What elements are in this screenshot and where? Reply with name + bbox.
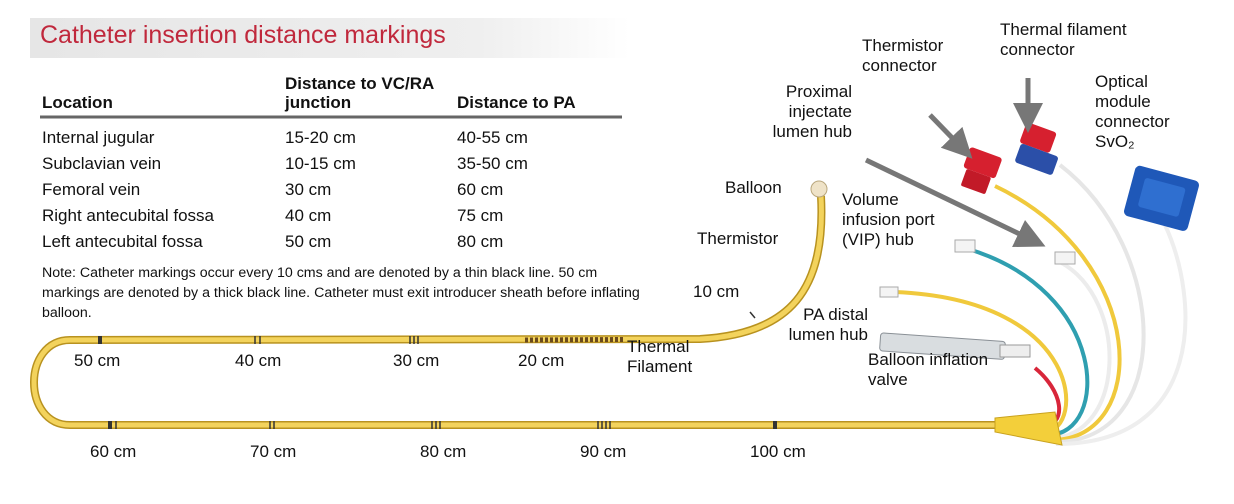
hub	[994, 411, 1063, 446]
cell: 30 cm	[285, 180, 332, 199]
marking-label: 70 cm	[250, 442, 297, 461]
valve	[999, 344, 1031, 358]
part-label: Thermal Filament	[627, 337, 693, 376]
cell: Left antecubital fossa	[42, 232, 203, 251]
part-label: Balloon inflation valve	[868, 350, 989, 389]
arrows	[864, 78, 1046, 248]
column-header: Distance to VC/RA junction	[285, 74, 434, 112]
catheter	[31, 195, 1010, 428]
cell: 80 cm	[457, 232, 504, 251]
part-label: Balloon	[725, 178, 782, 197]
cell: 60 cm	[457, 180, 504, 199]
marking-label: 60 cm	[90, 442, 137, 461]
cell: 35-50 cm	[457, 154, 528, 173]
part-label: PA distal lumen hub	[788, 305, 868, 344]
cell: 15-20 cm	[285, 128, 356, 147]
column-header: Distance to PA	[457, 93, 576, 112]
proximal-hub	[1054, 251, 1076, 265]
marking-label: 80 cm	[420, 442, 467, 461]
note: Note: Catheter markings occur every 10 c…	[42, 265, 640, 321]
column-header: Location	[42, 93, 113, 112]
balloon	[810, 180, 828, 198]
thermistor-connector	[961, 147, 1002, 194]
marking-label: 10 cm	[693, 282, 740, 301]
cell: Subclavian vein	[42, 154, 162, 173]
part-label: Optical module connector SvO₂	[1095, 72, 1170, 151]
title-bar	[30, 18, 630, 58]
part-label: Thermistor	[697, 229, 779, 248]
part-label: Thermistor connector	[862, 36, 944, 75]
cell: 40 cm	[285, 206, 332, 225]
part-label: Volume infusion port (VIP) hub	[842, 190, 935, 249]
optical-module	[1124, 165, 1199, 231]
part-label: Proximal injectate lumen hub	[772, 82, 852, 141]
thermal-filament-connector	[1015, 122, 1058, 175]
cell: 50 cm	[285, 232, 332, 251]
marking-label: 30 cm	[393, 351, 440, 370]
marking-label: 50 cm	[74, 351, 121, 370]
marking-label: 90 cm	[580, 442, 627, 461]
part-label: Thermal filament connector	[1000, 20, 1127, 59]
cell: 10-15 cm	[285, 154, 356, 173]
cell: Internal jugular	[42, 128, 155, 147]
marking-label: 100 cm	[750, 442, 806, 461]
marking-label: 40 cm	[235, 351, 282, 370]
title: Catheter insertion distance markings	[40, 21, 446, 49]
pa-distal-hub	[879, 286, 899, 298]
cell: Right antecubital fossa	[42, 206, 214, 225]
cell: 40-55 cm	[457, 128, 528, 147]
marking-label: 20 cm	[518, 351, 565, 370]
tick-marks	[98, 311, 777, 429]
thermal-filament	[524, 337, 626, 343]
cell: Femoral vein	[42, 180, 141, 199]
cell: 75 cm	[457, 206, 504, 225]
vip-hub	[954, 239, 976, 253]
